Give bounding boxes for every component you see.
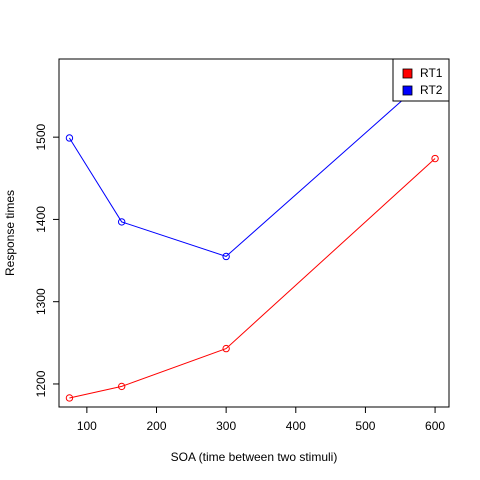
y-tick-label: 1400	[34, 206, 48, 233]
data-point-rt1	[222, 344, 230, 353]
data-point-rt1	[117, 382, 126, 391]
series-line-rt2	[68, 70, 436, 257]
legend-swatch	[402, 85, 413, 96]
y-axis: 1200 1300 1400 1500	[34, 123, 59, 397]
data-point-rt1	[431, 154, 439, 163]
series-line-rt1	[69, 158, 436, 399]
y-tick-label: 1300	[34, 288, 48, 315]
data-point-rt2	[222, 252, 230, 261]
x-tick-label: 300	[216, 419, 236, 433]
data-point-rt2	[65, 134, 74, 142]
x-tick-label: 500	[355, 419, 375, 433]
data-point-rt2	[117, 218, 126, 226]
legend-label: RT2	[420, 83, 443, 97]
x-tick-label: 100	[77, 419, 97, 433]
legend-swatch	[402, 68, 413, 79]
x-axis-title: SOA (time between two stimuli)	[171, 450, 338, 464]
y-tick-label: 1500	[34, 123, 48, 150]
x-axis: 100 200 300 400 500 600	[77, 407, 445, 433]
x-tick-label: 600	[425, 419, 445, 433]
y-tick-label: 1200	[34, 370, 48, 397]
y-axis-title: Response times	[3, 190, 17, 276]
data-point-rt1	[65, 394, 74, 402]
x-tick-label: 200	[146, 419, 166, 433]
legend-box	[392, 58, 450, 102]
x-tick-label: 400	[286, 419, 306, 433]
plot-frame	[58, 58, 450, 408]
legend-label: RT1	[420, 66, 443, 80]
series-layer	[65, 67, 439, 402]
